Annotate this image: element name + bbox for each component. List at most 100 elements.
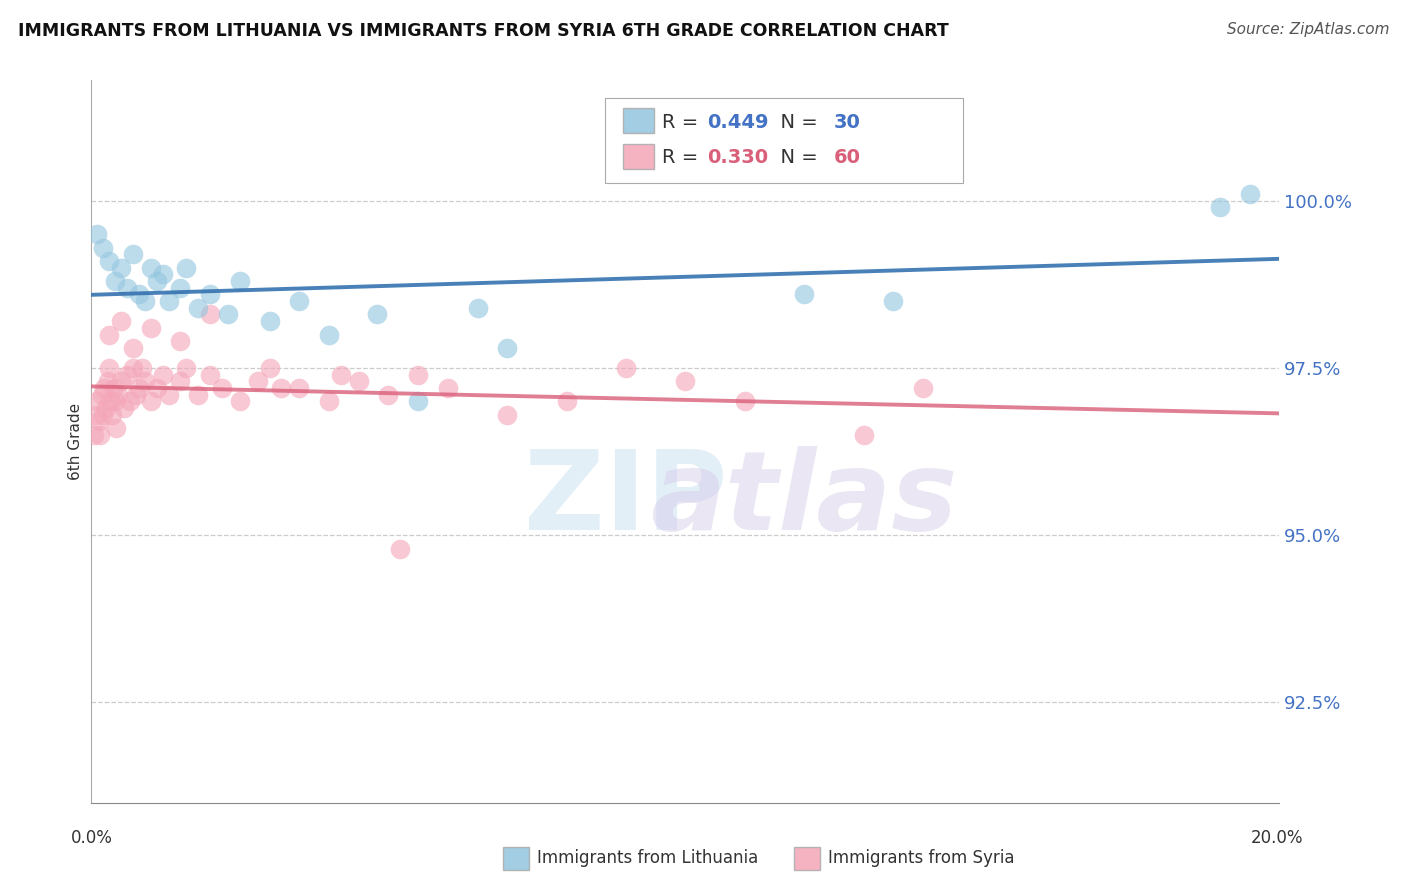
Point: [110, 374, 132, 388]
Point: [152, 368, 174, 382]
Point: [406, 368, 429, 382]
Point: [555, 394, 578, 409]
Point: [122, 247, 145, 261]
Point: [288, 293, 311, 308]
Point: [157, 387, 180, 401]
Point: [84, 408, 107, 422]
Point: [98, 253, 121, 268]
Text: atlas: atlas: [651, 446, 957, 553]
Point: [122, 341, 145, 355]
Point: [152, 267, 174, 281]
Text: 0.449: 0.449: [707, 112, 769, 132]
Point: [139, 260, 162, 275]
Point: [217, 308, 239, 322]
Text: 60: 60: [834, 148, 860, 168]
Point: [169, 334, 191, 348]
Text: 30: 30: [834, 112, 860, 132]
Point: [406, 394, 429, 409]
Point: [614, 360, 637, 375]
Point: [852, 427, 875, 442]
Point: [91, 408, 114, 422]
Point: [270, 381, 292, 395]
Point: [96, 401, 118, 415]
Text: Immigrants from Syria: Immigrants from Syria: [828, 849, 1015, 867]
Point: [91, 240, 114, 254]
Text: Source: ZipAtlas.com: Source: ZipAtlas.com: [1226, 22, 1389, 37]
Point: [89, 427, 111, 442]
Point: [169, 374, 191, 388]
Point: [229, 274, 252, 288]
Point: [318, 327, 340, 342]
Point: [176, 360, 198, 375]
Point: [673, 374, 696, 388]
Text: IMMIGRANTS FROM LITHUANIA VS IMMIGRANTS FROM SYRIA 6TH GRADE CORRELATION CHART: IMMIGRANTS FROM LITHUANIA VS IMMIGRANTS …: [18, 22, 949, 40]
Point: [128, 287, 150, 301]
Point: [104, 274, 127, 288]
Point: [259, 314, 281, 328]
Point: [101, 408, 124, 422]
Point: [734, 394, 756, 409]
Point: [91, 387, 114, 401]
Point: [86, 227, 108, 241]
Text: 0.330: 0.330: [707, 148, 768, 168]
Point: [139, 321, 162, 335]
Point: [288, 381, 311, 395]
Point: [139, 394, 162, 409]
Point: [134, 374, 156, 388]
Point: [131, 360, 153, 375]
Point: [105, 421, 128, 435]
Point: [118, 394, 141, 409]
Point: [145, 381, 167, 395]
Point: [100, 394, 122, 409]
Point: [98, 360, 121, 375]
Point: [176, 260, 198, 275]
Point: [200, 308, 222, 322]
Text: R =: R =: [662, 112, 704, 132]
Point: [389, 541, 412, 556]
Point: [259, 360, 281, 375]
Point: [110, 260, 132, 275]
Point: [1209, 200, 1232, 214]
Point: [98, 327, 121, 342]
Point: [211, 381, 233, 395]
Point: [200, 368, 222, 382]
Point: [115, 368, 138, 382]
Point: [496, 341, 519, 355]
Point: [793, 287, 815, 301]
Text: ZIP: ZIP: [524, 446, 728, 553]
Point: [200, 287, 222, 301]
Point: [128, 381, 150, 395]
Point: [882, 293, 904, 308]
Point: [246, 374, 269, 388]
Point: [318, 394, 340, 409]
Point: [347, 374, 370, 388]
Point: [187, 387, 209, 401]
Point: [83, 427, 105, 442]
Text: 0.0%: 0.0%: [70, 829, 112, 847]
Point: [436, 381, 458, 395]
Text: N =: N =: [768, 148, 824, 168]
Y-axis label: 6th Grade: 6th Grade: [67, 403, 83, 480]
Point: [134, 293, 156, 308]
Point: [103, 381, 125, 395]
Point: [229, 394, 252, 409]
Point: [366, 308, 388, 322]
Point: [93, 381, 115, 395]
Point: [377, 387, 399, 401]
Point: [115, 280, 138, 294]
Point: [104, 394, 127, 409]
Text: 20.0%: 20.0%: [1250, 829, 1303, 847]
Point: [107, 387, 129, 401]
Point: [1239, 187, 1261, 202]
Point: [496, 408, 519, 422]
Point: [97, 374, 120, 388]
Text: N =: N =: [768, 112, 824, 132]
Point: [187, 301, 209, 315]
Point: [157, 293, 180, 308]
Point: [112, 401, 135, 415]
Point: [125, 387, 148, 401]
Point: [87, 414, 110, 428]
Point: [329, 368, 352, 382]
Point: [86, 394, 108, 409]
Point: [169, 280, 191, 294]
